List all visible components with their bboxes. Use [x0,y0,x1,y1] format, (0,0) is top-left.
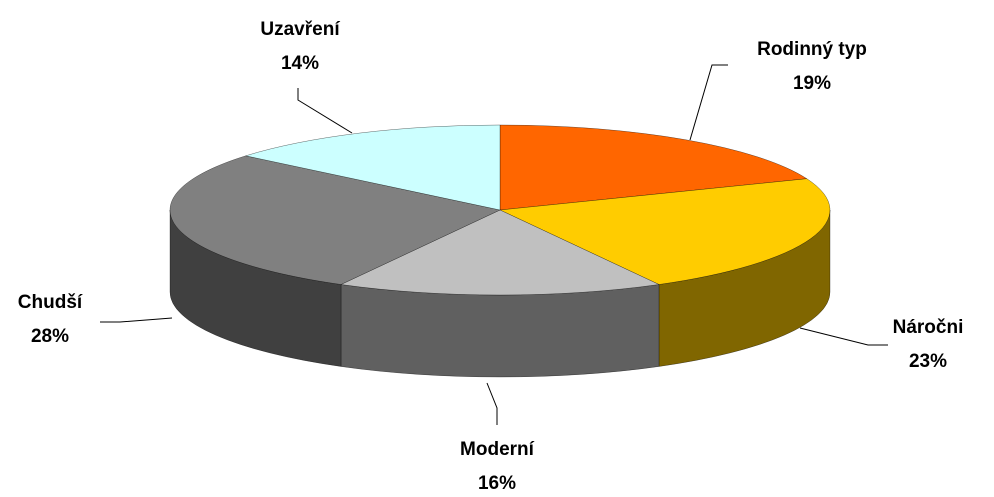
leader-line [689,64,728,141]
value-label: 19% [793,73,831,94]
leader-line [799,327,888,346]
slice-label: Náročni [893,317,964,338]
slice-label: Moderní [460,439,535,460]
leader-line [100,317,173,323]
slice-label: Chudší [18,292,83,313]
slice-label: Uzavření [260,19,340,40]
slice [340,209,660,296]
value-label: 14% [281,53,319,74]
slice [169,155,501,285]
slice [499,124,808,211]
slice-side [340,284,660,378]
slice [245,124,501,211]
value-label: 28% [31,326,69,347]
slice-label: Rodinný typ [757,39,867,60]
leader-line [486,382,498,425]
leader-line [297,88,353,134]
slice [499,178,831,285]
value-label: 16% [478,473,516,494]
value-label: 23% [909,351,947,372]
